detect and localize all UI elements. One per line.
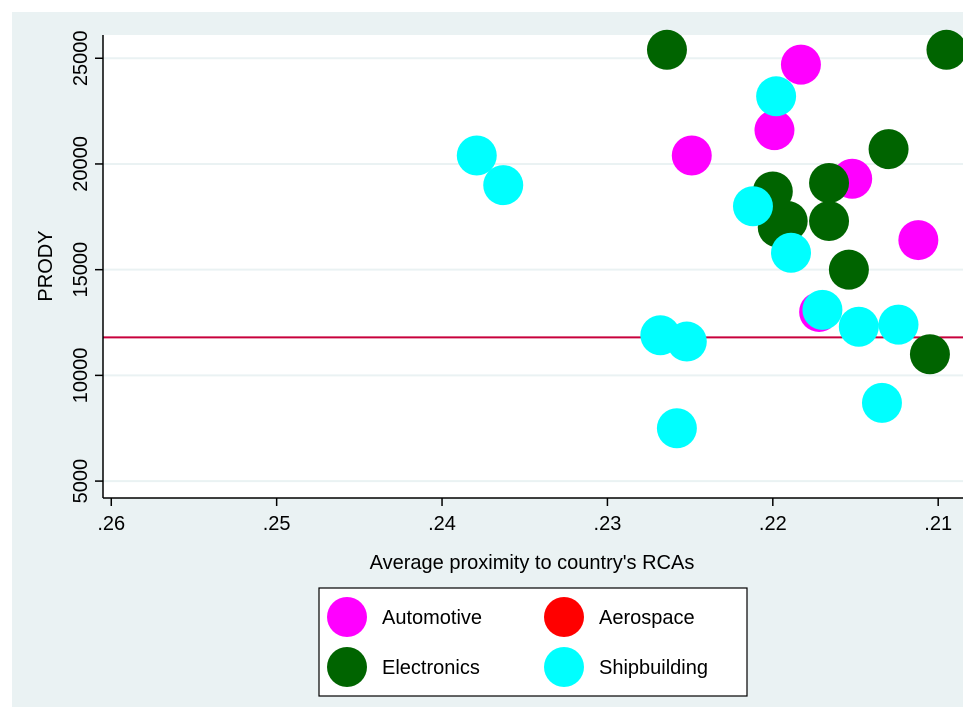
point-electronics-3	[868, 129, 909, 170]
point-electronics-9	[828, 249, 869, 290]
x-ticks: .26 .25 .24 .23 .22 .21	[97, 498, 952, 535]
point-electronics-1	[646, 29, 687, 70]
point-shipbuilding-3	[483, 165, 524, 206]
legend-label-automotive: Automotive	[382, 607, 482, 629]
point-shipbuilding-1	[756, 76, 797, 117]
y-tick-label-10000: 10000	[70, 348, 92, 404]
point-automotive-2	[754, 110, 795, 151]
legend-box	[318, 587, 748, 697]
data-points	[456, 29, 963, 449]
point-shipbuilding-4	[732, 186, 773, 227]
legend-marker-aerospace	[544, 597, 584, 637]
legend-label-shipbuilding: Shipbuilding	[599, 657, 708, 679]
legend-marker-shipbuilding	[544, 647, 584, 687]
point-electronics-10	[909, 334, 950, 375]
x-tick-label-.22: .22	[759, 513, 787, 535]
point-electronics-8	[809, 201, 850, 242]
x-tick-label-.24: .24	[428, 513, 456, 535]
point-automotive-5	[898, 220, 939, 261]
legend-marker-automotive	[327, 597, 367, 637]
point-shipbuilding-11	[656, 408, 697, 449]
x-tick-label-.21: .21	[924, 513, 952, 535]
x-tick-label-.23: .23	[594, 513, 622, 535]
legend: Automotive Aerospace Electronics Shipbuildi…	[318, 587, 748, 697]
x-tick-label-.26: .26	[97, 513, 125, 535]
plot-area	[103, 35, 963, 498]
legend-label-electronics: Electronics	[382, 657, 480, 679]
point-shipbuilding-12	[861, 382, 902, 423]
point-shipbuilding-7	[838, 306, 879, 347]
legend-label-aerospace: Aerospace	[599, 607, 695, 629]
x-tick-label-.25: .25	[263, 513, 291, 535]
point-automotive-3	[671, 135, 712, 176]
point-shipbuilding-10	[666, 321, 707, 362]
y-tick-label-20000: 20000	[70, 136, 92, 192]
point-electronics-2	[926, 29, 963, 70]
y-tick-label-15000: 15000	[70, 242, 92, 298]
point-shipbuilding-6	[802, 289, 843, 330]
y-ticks: 5000 10000 15000 20000 25000	[70, 30, 103, 503]
point-shipbuilding-5	[771, 232, 811, 273]
point-shipbuilding-8	[878, 304, 919, 345]
y-tick-label-25000: 25000	[70, 30, 92, 86]
x-axis-label: Average proximity to country's RCAs	[370, 552, 695, 574]
point-shipbuilding-2	[456, 135, 497, 176]
point-electronics-5	[809, 162, 850, 203]
point-automotive-1	[780, 44, 821, 85]
y-tick-label-5000: 5000	[70, 459, 92, 504]
y-axis-label: PRODY	[35, 230, 57, 301]
legend-marker-electronics	[327, 647, 367, 687]
